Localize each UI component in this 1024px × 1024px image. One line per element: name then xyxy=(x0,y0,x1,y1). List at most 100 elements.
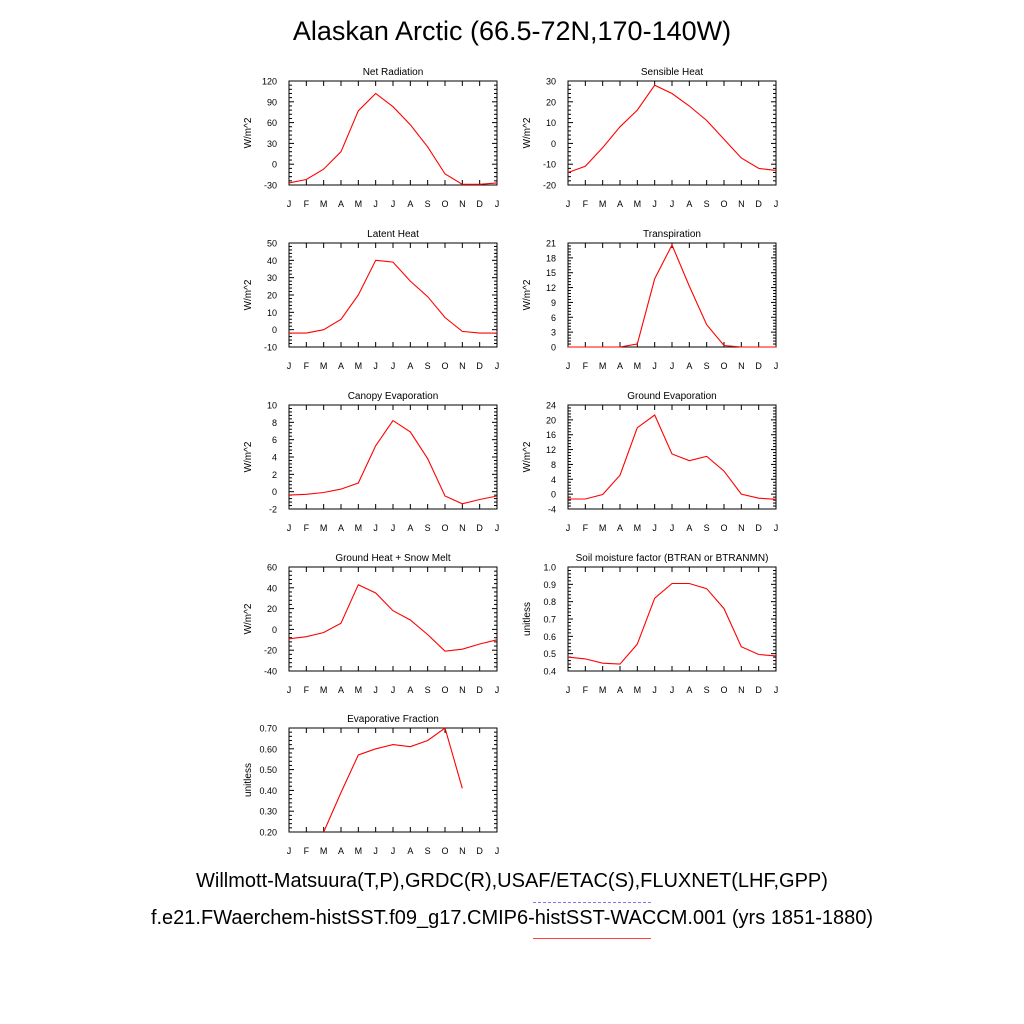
y-tick-label: 8 xyxy=(272,418,277,428)
panel-frame xyxy=(288,566,498,672)
y-tick-label: 3 xyxy=(551,328,556,338)
y-tick-label: 6 xyxy=(272,435,277,445)
y-tick-label: 4 xyxy=(272,453,277,463)
panel-title: Ground Evaporation xyxy=(627,391,717,402)
y-tick-label: 60 xyxy=(267,563,277,573)
x-tick-label: O xyxy=(720,523,727,533)
x-tick-label: J xyxy=(495,199,500,209)
x-tick-label: J xyxy=(495,523,500,533)
legend-obs-label: Willmott-Matsuura(T,P),GRDC(R),USAF/ETAC… xyxy=(196,870,828,892)
series-line xyxy=(288,583,498,652)
series-line xyxy=(323,727,463,833)
figure-title: Alaskan Arctic (66.5-72N,170-140W) xyxy=(292,16,732,46)
x-tick-label: S xyxy=(425,361,431,371)
y-tick-label: 0.4 xyxy=(543,667,556,677)
y-tick-label: 10 xyxy=(267,401,277,411)
x-tick-label: A xyxy=(407,685,413,695)
x-tick-label: N xyxy=(459,685,466,695)
x-tick-label: A xyxy=(686,361,692,371)
x-tick-label: M xyxy=(320,361,328,371)
x-tick-label: F xyxy=(304,361,310,371)
panel-frame xyxy=(288,727,498,833)
x-tick-label: S xyxy=(425,199,431,209)
x-tick-label: J xyxy=(652,523,657,533)
x-tick-label: F xyxy=(304,523,310,533)
y-tick-label: 10 xyxy=(546,118,556,128)
x-tick-label: N xyxy=(459,199,466,209)
y-tick-label: 21 xyxy=(546,239,556,249)
y-tick-label: 0.6 xyxy=(543,632,556,642)
x-tick-label: A xyxy=(617,523,623,533)
x-tick-label: J xyxy=(373,199,378,209)
x-tick-label: J xyxy=(391,199,396,209)
y-tick-label: 0 xyxy=(272,325,277,335)
y-tick-label: 1.0 xyxy=(543,563,556,573)
y-tick-label: 0.30 xyxy=(259,807,277,817)
y-axis-label: W/m^2 xyxy=(243,441,254,472)
x-tick-label: A xyxy=(686,685,692,695)
x-tick-label: J xyxy=(774,199,779,209)
x-tick-label: S xyxy=(425,846,431,856)
x-tick-label: O xyxy=(720,361,727,371)
x-tick-label: J xyxy=(566,685,571,695)
panel-frame xyxy=(567,566,777,672)
x-tick-label: J xyxy=(670,685,675,695)
x-tick-label: N xyxy=(738,523,745,533)
series-line xyxy=(288,92,498,185)
panel-frame xyxy=(567,80,777,186)
x-tick-label: F xyxy=(583,523,589,533)
series-line xyxy=(567,84,777,174)
legend-obs-line xyxy=(533,902,651,903)
x-tick-label: A xyxy=(407,361,413,371)
x-tick-label: N xyxy=(459,523,466,533)
y-tick-label: 90 xyxy=(267,97,277,107)
panel-3: J F M A M J J A S O N D J036912151821TranspirationW/… xyxy=(522,229,778,371)
x-tick-label: S xyxy=(704,523,710,533)
x-tick-label: D xyxy=(755,361,762,371)
y-tick-label: 9 xyxy=(551,298,556,308)
x-tick-label: D xyxy=(755,199,762,209)
y-tick-label: -10 xyxy=(264,343,277,353)
x-tick-label: J xyxy=(495,846,500,856)
x-tick-label: D xyxy=(476,685,483,695)
x-tick-label: M xyxy=(320,685,328,695)
y-tick-label: 24 xyxy=(546,401,556,411)
x-tick-label: J xyxy=(287,199,292,209)
x-tick-label: J xyxy=(287,523,292,533)
x-tick-label: A xyxy=(617,361,623,371)
x-tick-label: M xyxy=(634,523,642,533)
series-line xyxy=(289,259,497,334)
x-tick-label: J xyxy=(566,199,571,209)
x-tick-label: M xyxy=(320,199,328,209)
y-tick-label: 60 xyxy=(267,118,277,128)
x-tick-label: D xyxy=(476,361,483,371)
x-tick-label: M xyxy=(599,685,607,695)
x-tick-label: J xyxy=(652,199,657,209)
x-tick-label: J xyxy=(652,685,657,695)
panel-title: Ground Heat + Snow Melt xyxy=(335,553,451,564)
x-tick-label: A xyxy=(686,523,692,533)
x-tick-label: S xyxy=(704,199,710,209)
x-tick-label: J xyxy=(774,685,779,695)
x-tick-label: J xyxy=(373,523,378,533)
y-axis-label: W/m^2 xyxy=(522,441,533,472)
x-tick-label: N xyxy=(459,361,466,371)
x-tick-label: J xyxy=(373,361,378,371)
x-tick-label: A xyxy=(338,685,344,695)
x-tick-label: M xyxy=(355,523,363,533)
y-axis-label: W/m^2 xyxy=(522,279,533,310)
x-tick-label: J xyxy=(287,361,292,371)
y-tick-label: 20 xyxy=(546,97,556,107)
y-tick-label: -20 xyxy=(264,646,277,656)
y-axis-label: W/m^2 xyxy=(522,117,533,148)
x-tick-label: M xyxy=(355,199,363,209)
x-tick-label: J xyxy=(670,199,675,209)
x-tick-label: S xyxy=(704,361,710,371)
x-tick-label: F xyxy=(304,846,310,856)
y-tick-label: 10 xyxy=(267,308,277,318)
x-tick-label: N xyxy=(459,846,466,856)
y-tick-label: 120 xyxy=(262,77,277,87)
y-tick-label: 16 xyxy=(546,430,556,440)
